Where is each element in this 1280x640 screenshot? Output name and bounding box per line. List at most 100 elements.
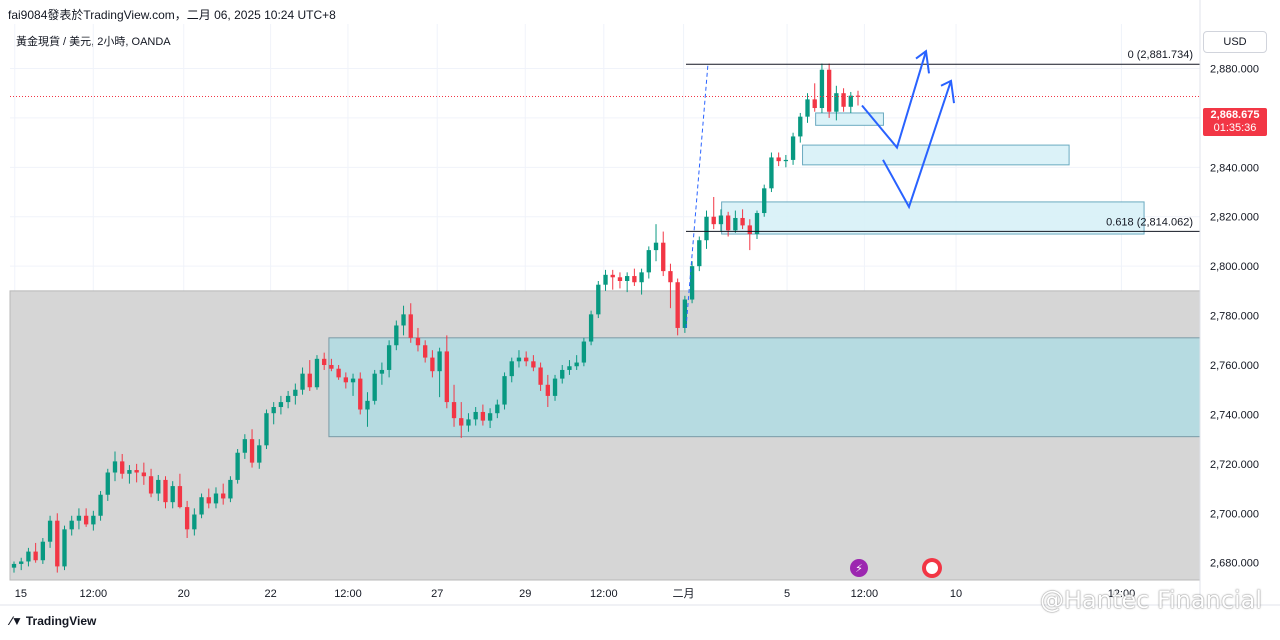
price-tick-label: 2,700.000 [1210, 508, 1259, 520]
candle-body [192, 514, 197, 530]
candle-body [264, 413, 269, 446]
time-tick-label: 12:00 [334, 588, 362, 600]
candle-body [322, 358, 327, 366]
candle-body [408, 314, 413, 338]
candle-body [451, 402, 457, 419]
candle-body [632, 276, 637, 283]
candle-body [228, 479, 233, 499]
price-tick-label: 2,800.000 [1210, 261, 1259, 273]
candle-body [372, 373, 377, 401]
price-tick-label: 2,760.000 [1210, 360, 1259, 372]
candle-body [62, 529, 67, 567]
candle-body [841, 93, 846, 107]
event-flag-inner [926, 562, 938, 574]
candle-body [242, 439, 248, 453]
candle-body [538, 367, 543, 385]
candle-body [423, 345, 428, 358]
candle-body [581, 341, 587, 363]
candle-body [170, 486, 175, 503]
zone-light [815, 112, 884, 126]
candle-body [177, 486, 183, 508]
zones-layer [9, 112, 1201, 581]
time-tick-label: 12:00 [1108, 588, 1136, 600]
price-tick-label: 2,780.000 [1210, 311, 1259, 323]
candle-body [141, 472, 147, 477]
candle-body [459, 418, 464, 426]
time-axis[interactable]: 15 12:00 20 22 12:00 27 29 12:00 二月 5 12:00 10 12:00 [15, 588, 1135, 600]
candle-body [11, 563, 17, 568]
candle-body [314, 358, 320, 388]
time-tick-label: 12:00 [851, 588, 879, 600]
last-price-value: 2,868.675 [1210, 109, 1260, 121]
time-tick-label: 5 [784, 588, 790, 600]
projection-arrow-1 [861, 50, 927, 150]
candle-body [415, 337, 421, 346]
candle-body [76, 515, 82, 521]
time-tick-label: 20 [178, 588, 190, 600]
footer-brand-text: TradingView [25, 614, 97, 628]
candle-body [55, 520, 60, 567]
candle-body [509, 361, 514, 377]
candle-body [134, 470, 139, 473]
candle-body [711, 216, 716, 225]
candle-body [365, 400, 370, 410]
time-tick-label: 12:00 [80, 588, 108, 600]
candle-body [819, 69, 825, 109]
candle-body [596, 284, 601, 315]
price-axis[interactable]: 2,680.000 2,700.000 2,720.000 2,740.000 2,76… [0, 0, 1280, 606]
tradingview-logo[interactable]: ⁄▼ TradingView [10, 614, 96, 628]
candle-body [120, 461, 125, 474]
price-tick-label: 2,840.000 [1210, 162, 1259, 174]
candle-body [278, 402, 284, 408]
lightning-glyph: ⚡ [855, 562, 863, 575]
zone-light [802, 144, 1070, 166]
candle-body [235, 452, 240, 480]
zone-teal [328, 337, 1201, 438]
price-tick-label: 2,740.000 [1210, 409, 1259, 421]
time-tick-label: 二月 [673, 588, 695, 600]
candle-body [386, 345, 392, 370]
candle-body [704, 216, 709, 241]
time-tick-label: 22 [264, 588, 276, 600]
candle-body [47, 520, 53, 542]
candle-body [329, 365, 334, 369]
candle-body [697, 240, 702, 267]
candle-body [531, 361, 536, 368]
candle-body [610, 274, 615, 278]
candle-body [350, 378, 356, 383]
candle-body [588, 314, 594, 342]
candle-body [199, 497, 204, 515]
candle-body [805, 99, 810, 117]
currency-button[interactable]: USD [1203, 31, 1267, 53]
candle-body [40, 541, 46, 561]
time-tick-label: 27 [431, 588, 443, 600]
candle-body [163, 479, 168, 503]
candle-body [725, 215, 731, 231]
arrowhead-2 [940, 79, 955, 104]
candle-body [487, 413, 493, 421]
candle-body [747, 225, 752, 235]
candle-body [285, 395, 291, 403]
candle-body [148, 476, 154, 494]
event-lightning-icon [850, 559, 868, 577]
candle-body [466, 419, 471, 426]
candle-body [762, 188, 767, 214]
candle-body [307, 373, 312, 388]
candle-body [473, 411, 478, 420]
candle-body [675, 282, 680, 328]
candle-body [83, 515, 89, 525]
candle-body [257, 445, 262, 463]
fib-trend-line [685, 63, 709, 328]
candle-body [271, 407, 276, 414]
author-line: fai9084發表於TradingView.com，二月 06, 2025 10… [8, 8, 336, 22]
candle-body [855, 95, 861, 97]
candle-body [639, 272, 644, 283]
fib-level-label: 0.618 (2,814.062) [1106, 216, 1193, 228]
candle-body [776, 157, 781, 162]
candle-body [300, 373, 305, 390]
candle-body [524, 357, 529, 362]
candle-body [661, 242, 666, 272]
candle-body [516, 357, 522, 362]
candle-body [249, 439, 255, 463]
